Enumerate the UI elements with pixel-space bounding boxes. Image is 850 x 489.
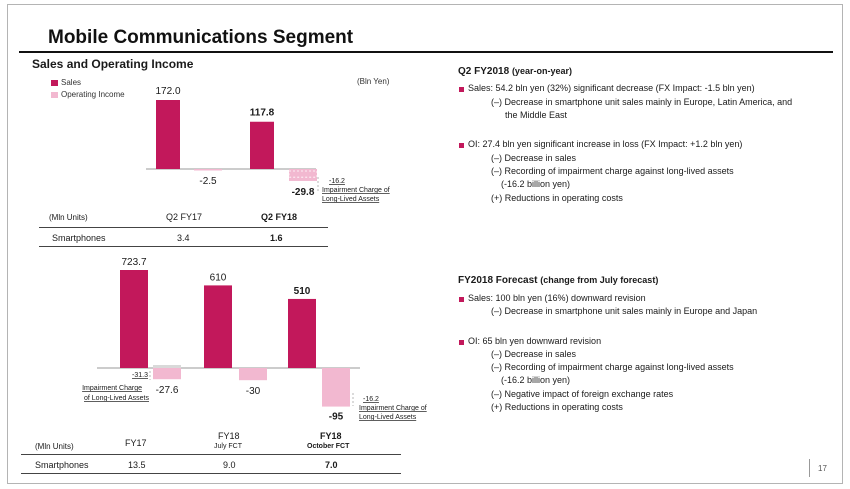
q2-heading-paren: (year-on-year) [511,66,572,76]
table1-row-label: Smartphones [52,233,106,243]
q2-oi-sub4: (+) Reductions in operating costs [491,193,623,203]
legend-label-oi: Operating Income [61,90,125,99]
chart1-label-sales-1: 117.8 [250,108,275,119]
chart2-label-sales-1: 610 [210,272,227,283]
fy-oi-text: OI: 65 bln yen downward revision [468,336,602,346]
table2-value-july: 9.0 [223,460,236,470]
table1-rule-bottom [39,246,328,247]
slide-frame [7,4,843,484]
chart-section-title: Sales and Operating Income [32,57,194,71]
chart1-impairment-value: -16.2 [329,178,345,185]
table2-col-july-line2: July FCT [214,443,242,450]
chart2-bar-oi-2 [322,368,350,407]
chart2-impairment-text2-1: Long-Lived Assets [359,414,417,421]
table1-value-q2fy17: 3.4 [177,233,190,243]
q2-bullet-oi [459,143,464,148]
page-title: Mobile Communications Segment [48,27,354,48]
table2-col-oct-line1: FY18 [320,431,342,441]
chart1-impairment-box [288,170,318,178]
q2-sales-sub1: (–) Decrease in smartphone unit sales ma… [491,97,793,107]
chart2-label-oi-2: -95 [329,412,344,423]
table1-rule-top [39,227,328,228]
table2-value-fy17: 13.5 [128,460,146,470]
fy-bullet-sales [459,297,464,302]
table2-col-oct-line2: October FCT [307,443,350,450]
table2-rule-top [21,454,401,455]
chart2-bar-oi-0 [153,368,181,380]
q2-oi-sub3: (-16.2 billion yen) [501,179,571,189]
chart2-fy17-small-positive [153,365,181,368]
table1-col-q2fy18: Q2 FY18 [261,212,298,222]
table1-value-q2fy18: 1.6 [270,233,283,243]
fy-heading-main: FY2018 Forecast [458,275,538,286]
title-underline [19,51,833,53]
table2-unit: (Mln Units) [35,442,74,451]
chart2-bar-sales-2 [288,298,316,368]
legend-oi: Operating Income [51,90,125,99]
chart2-impairment-text1-0: Impairment Charge [82,385,142,392]
chart1-bar-oi-0 [194,169,222,171]
fy-bullet-oi [459,340,464,345]
chart2-label-oi-0: -27.6 [156,385,179,396]
legend-label-sales: Sales [61,78,82,87]
chart1-label-oi-0: -2.5 [199,176,217,187]
unit-label: (Bln Yen) [357,77,390,86]
q2-oi-sub2: (–) Recording of impairment charge again… [491,166,734,176]
chart2-impairment-text2-0: of Long-Lived Assets [84,395,149,402]
q2-bullet-sales [459,87,464,92]
chart2-bar-sales-0 [120,270,148,368]
chart1-label-oi-1: -29.8 [292,187,315,198]
chart1-impairment-text2: Long-Lived Assets [322,196,380,203]
fy-sales-text: Sales: 100 bln yen (16%) downward revisi… [468,293,646,303]
chart1-bar-oi-1 [289,169,317,181]
page-number: 17 [818,464,827,473]
chart1-bar-sales-0 [156,100,180,169]
table2-col-july-line1: FY18 [218,431,240,441]
chart2-impairment-value-0: -31.3 [132,372,148,379]
fy-sales-sub1: (–) Decrease in smartphone unit sales ma… [491,306,758,316]
legend-swatch-sales [51,79,58,86]
q2-heading-main: Q2 FY2018 [458,66,510,77]
table1-col-q2fy17: Q2 FY17 [166,212,203,222]
table2-value-oct: 7.0 [325,460,338,470]
chart1-bar-sales-1 [250,121,274,169]
chart2-impairment-text1-1: Impairment Charge of [359,405,427,412]
fy-oi-sub1: (–) Decrease in sales [491,349,577,359]
fy-oi-sub3: (-16.2 billion yen) [501,375,571,385]
page-number-divider [809,459,810,477]
q2-heading: Q2 FY2018 (year-on-year) [458,66,572,77]
chart2-label-sales-2: 510 [294,286,311,297]
q2-sales-sub2: the Middle East [505,110,568,120]
table1-unit: (Mln Units) [49,213,88,222]
legend-swatch-oi [51,91,58,98]
chart2-label-oi-1: -30 [246,386,261,397]
chart2-bar-sales-1 [204,285,232,368]
fy-oi-sub4: (–) Negative impact of foreign exchange … [491,389,674,399]
table2-row-label: Smartphones [35,460,89,470]
fy-heading: FY2018 Forecast (change from July foreca… [458,275,658,286]
chart1-impairment-text1: Impairment Charge of [322,187,390,194]
chart1-label-sales-0: 172.0 [155,86,180,97]
q2-oi-text: OI: 27.4 bln yen significant increase in… [468,139,743,149]
chart2-label-sales-0: 723.7 [121,257,146,268]
fy-heading-paren: (change from July forecast) [540,275,659,285]
table2-col-fy17: FY17 [125,438,147,448]
chart2-impairment-value-1: -16.2 [363,396,379,403]
chart2-bar-oi-1 [239,368,267,381]
q2-sales-text: Sales: 54.2 bln yen (32%) significant de… [468,83,755,93]
fy-oi-sub5: (+) Reductions in operating costs [491,402,623,412]
q2-oi-sub1: (–) Decrease in sales [491,153,577,163]
fy-oi-sub2: (–) Recording of impairment charge again… [491,362,734,372]
legend-sales: Sales [51,78,81,87]
table2-rule-bottom [21,473,401,474]
